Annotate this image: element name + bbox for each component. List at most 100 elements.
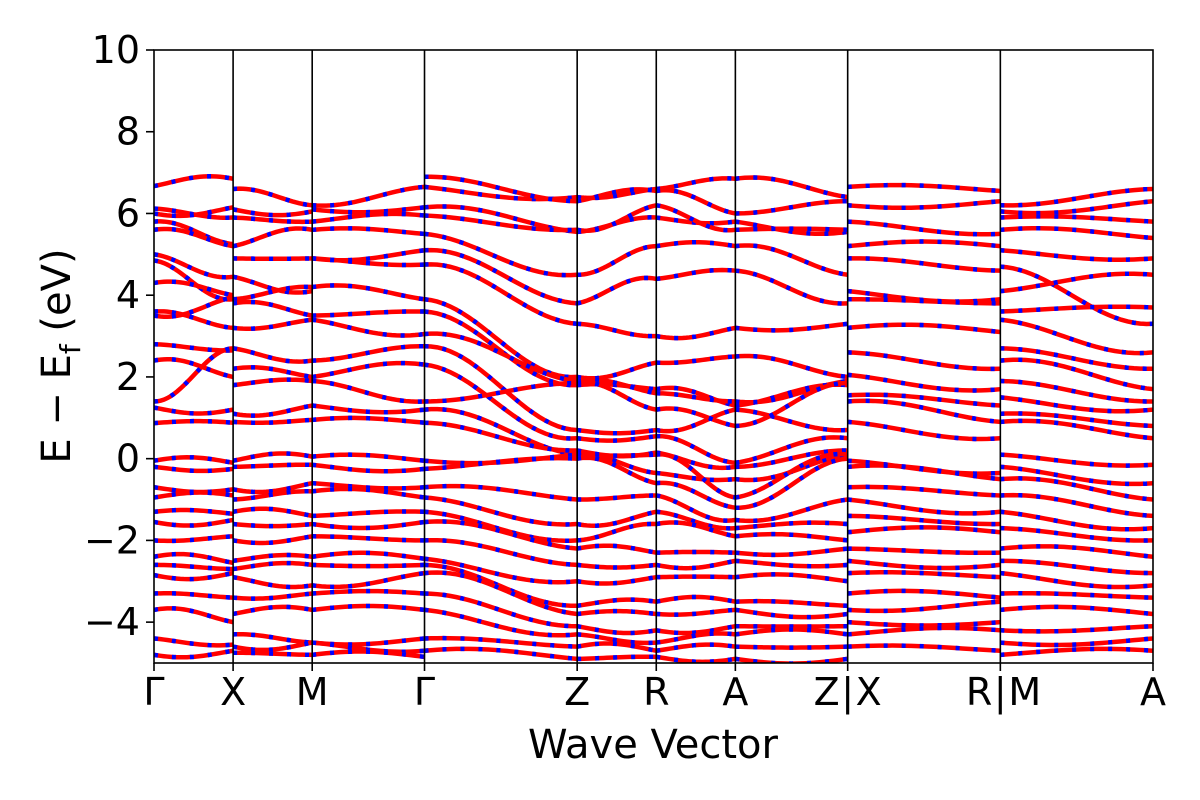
band-line: [424, 247, 578, 306]
band-line: [154, 346, 234, 404]
band-line: [656, 509, 736, 531]
band-line: [232, 226, 313, 249]
band-line-dashed: [311, 360, 425, 380]
band-line-dashed: [735, 546, 848, 558]
band-line: [656, 452, 736, 500]
band-line-dashed: [311, 486, 425, 500]
band-line: [656, 480, 736, 510]
band-line: [424, 420, 578, 453]
band-line-dashed: [655, 325, 736, 341]
band-line-dashed: [311, 570, 425, 590]
band-lines: [154, 174, 1153, 663]
band-line-dashed: [576, 377, 657, 396]
band-line: [576, 624, 657, 636]
band-line-dashed: [1000, 346, 1153, 372]
band-line-dashed: [232, 506, 313, 519]
band-line-dashed: [1000, 452, 1153, 468]
band-line-dashed: [1000, 646, 1153, 658]
band-line: [154, 405, 234, 416]
band-line-dashed: [735, 627, 848, 637]
band-line-dashed: [311, 462, 425, 474]
band-line-dashed: [576, 641, 657, 653]
band-line-dashed: [1000, 304, 1153, 314]
x-tick-label: Γ: [143, 670, 164, 714]
band-line-dashed: [232, 552, 313, 564]
kpoint-divider-lines: [232, 50, 1002, 663]
band-line-dashed: [847, 570, 1001, 580]
band-line-dashed: [656, 470, 736, 483]
band-line-dashed: [655, 520, 736, 539]
band-line-dashed: [1000, 492, 1153, 519]
band-line-dashed: [735, 435, 848, 465]
band-line-dashed: [312, 509, 425, 519]
band-line-dashed: [154, 591, 234, 600]
band-line-dashed: [424, 556, 578, 585]
band-line: [424, 262, 578, 327]
band-line-dashed: [735, 607, 848, 620]
band-line-dashed: [424, 483, 578, 502]
band-line-dashed: [656, 574, 736, 580]
band-line: [656, 433, 736, 465]
band-line-dashed: [577, 493, 657, 502]
band-line: [232, 451, 313, 463]
y-tick-label: 4: [116, 273, 140, 317]
band-line-dashed: [847, 513, 1001, 527]
band-line-dashed: [311, 403, 425, 415]
band-line-dashed: [847, 219, 1001, 237]
band-line-dashed: [847, 497, 1001, 516]
band-line-dashed: [1000, 558, 1153, 576]
band-line-dashed: [735, 644, 848, 650]
band-line: [576, 455, 657, 486]
y-axis-label-subscript: f: [54, 343, 87, 354]
x-tick-label: A: [1140, 670, 1166, 714]
band-line-dashed: [735, 226, 848, 233]
band-line-dashed: [576, 433, 657, 443]
band-line-dashed: [847, 350, 1001, 372]
band-line-dashed: [847, 322, 1001, 335]
band-line: [656, 267, 736, 282]
band-line-dashed: [577, 452, 657, 458]
band-line-dashed: [735, 407, 848, 433]
x-tick-label: X: [220, 670, 246, 714]
band-line-dashed: [311, 211, 425, 224]
band-line-dashed: [735, 268, 848, 306]
band-line-dashed: [232, 377, 313, 388]
band-line-dashed: [656, 549, 736, 555]
band-line-dashed: [232, 417, 313, 426]
band-line-dashed: [1000, 198, 1153, 216]
band-line: [232, 284, 313, 302]
band-line-dashed: [154, 341, 234, 353]
band-line: [154, 174, 234, 189]
band-line-dashed: [232, 317, 313, 331]
y-axis-label: E − Ef (eV): [34, 248, 87, 463]
band-line-dashed: [424, 213, 578, 233]
band-line-dashed: [1000, 476, 1153, 502]
band-line-dashed: [656, 391, 736, 404]
band-line: [154, 309, 234, 331]
band-line-dashed: [232, 640, 313, 653]
band-line-dashed: [735, 198, 848, 216]
band-line-dashed: [424, 309, 578, 388]
band-line-dashed: [232, 521, 313, 529]
band-line-dashed: [1000, 590, 1153, 600]
band-line-dashed: [312, 184, 425, 208]
band-line-dashed: [1000, 226, 1153, 241]
x-tick-label: X: [856, 670, 882, 714]
band-line-dashed: [655, 558, 736, 571]
band-line-dashed: [655, 594, 736, 604]
band-line-dashed: [735, 572, 848, 584]
band-line-dashed: [154, 648, 234, 660]
band-line-dashed: [1000, 248, 1153, 262]
band-line-dashed: [735, 353, 848, 380]
band-line-dashed: [154, 534, 234, 544]
band-line-dashed: [1000, 544, 1153, 559]
band-line-dashed: [577, 654, 657, 662]
band-line: [424, 495, 578, 527]
band-line-dashed: [847, 558, 1001, 571]
band-line-dashed: [847, 419, 1001, 442]
band-line-dashed: [576, 543, 657, 555]
band-line: [655, 187, 736, 216]
band-line-dashed: [735, 598, 848, 609]
band-line-dashed: [154, 570, 234, 582]
